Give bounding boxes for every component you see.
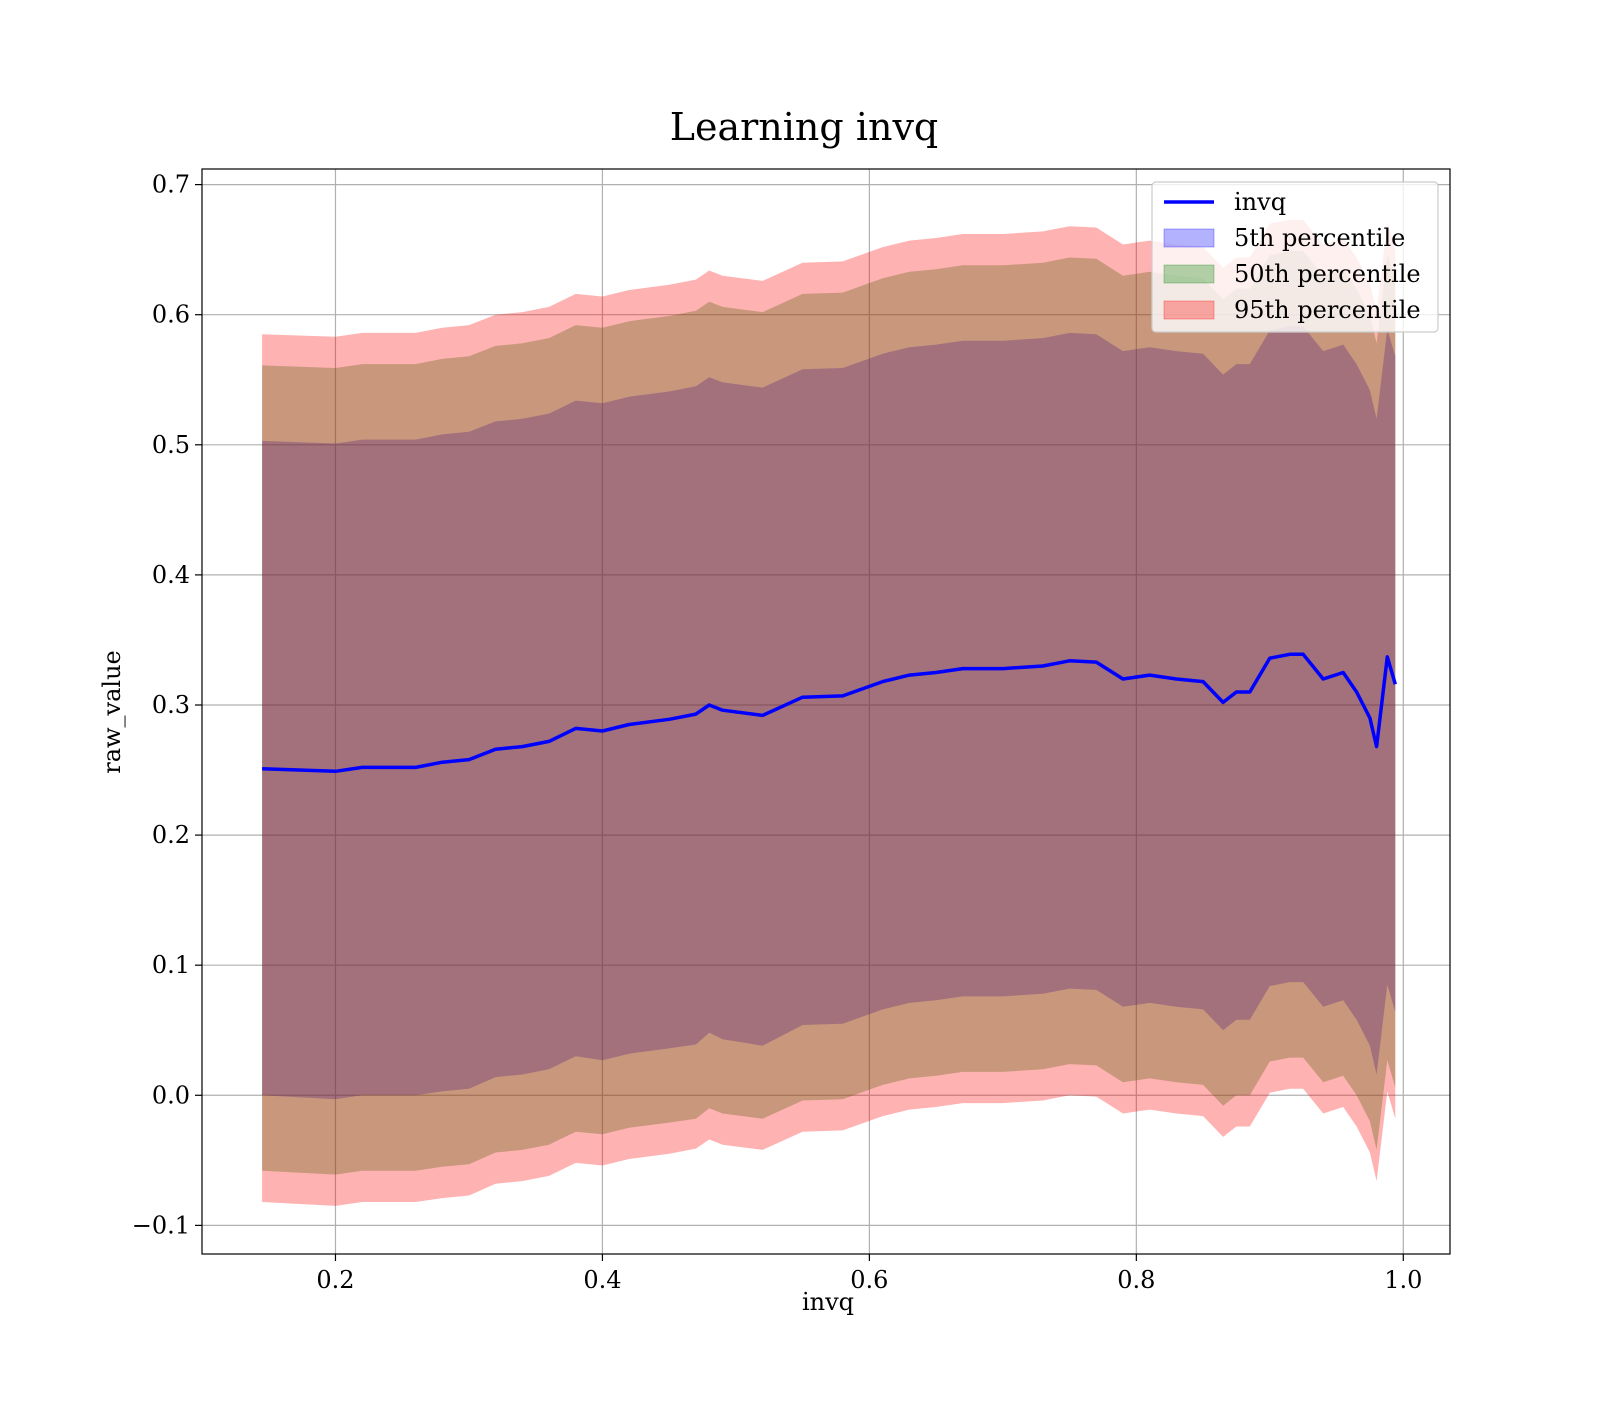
band-50th-percentile <box>262 251 1396 1175</box>
y-tick-label-1: 0.0 <box>152 1081 190 1109</box>
legend-swatch-95th-percentile <box>1163 300 1215 320</box>
series-line-invq <box>262 652 1397 774</box>
y-tick-label-6: 0.5 <box>152 431 190 459</box>
x-tick-label-0: 0.2 <box>316 1266 354 1294</box>
axes-frame <box>201 168 1451 1255</box>
legend-label-95th-percentile: 95th percentile <box>1234 296 1421 324</box>
legend-box <box>1151 181 1439 333</box>
y-axis-label: raw_value <box>98 650 126 774</box>
x-tick-label-2: 0.6 <box>850 1266 888 1294</box>
y-tick-label-3: 0.2 <box>152 821 190 849</box>
legend-swatch-50th-percentile <box>1163 264 1215 284</box>
x-axis-label: invq <box>802 1288 854 1316</box>
legend-label-invq: invq <box>1234 188 1286 216</box>
legend-swatch-5th-percentile <box>1163 228 1215 248</box>
y-tick-label-5: 0.4 <box>152 561 190 589</box>
y-tick-label-8: 0.7 <box>152 171 190 199</box>
band-5th-percentile <box>262 326 1396 1100</box>
chart-title: Learning invq <box>670 105 938 149</box>
y-tick-label-4: 0.3 <box>152 691 190 719</box>
y-tick-label-0: −0.1 <box>132 1211 190 1239</box>
x-tick-label-1: 0.4 <box>583 1266 621 1294</box>
legend-label-50th-percentile: 50th percentile <box>1234 260 1421 288</box>
x-tick-label-3: 0.8 <box>1117 1266 1155 1294</box>
x-tick-label-4: 1.0 <box>1384 1266 1422 1294</box>
band-95th-percentile <box>262 219 1396 1206</box>
legend-label-5th-percentile: 5th percentile <box>1234 224 1405 252</box>
y-tick-label-2: 0.1 <box>152 951 190 979</box>
plot-area: 0.2 0.4 0.6 0.8 1.0 −0.1 0.0 0.1 0.2 0.3 0.4 0.5 0.6… <box>132 168 1451 1294</box>
legend: invq 5th percentile 50th percentile 95th pe… <box>1151 181 1439 333</box>
y-tick-label-7: 0.6 <box>152 301 190 329</box>
